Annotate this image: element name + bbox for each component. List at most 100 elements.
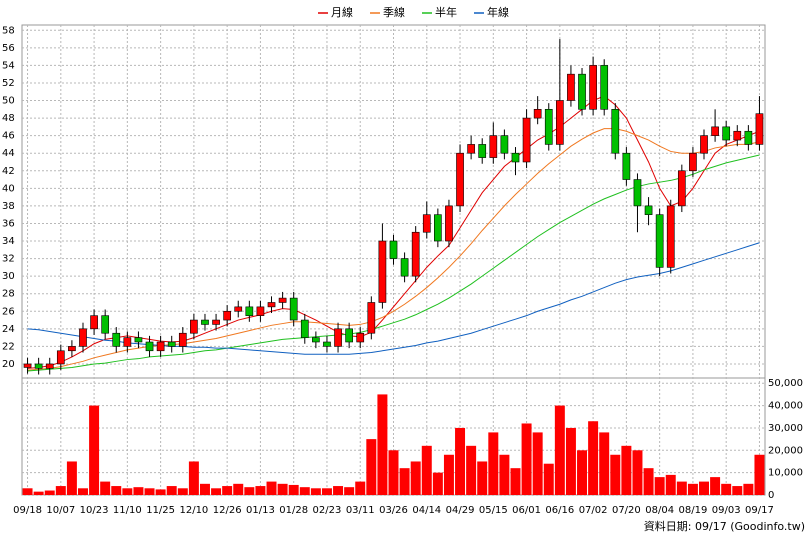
x-tick-label: 07/20: [612, 505, 641, 516]
volume-bar: [488, 432, 499, 495]
candle-body: [178, 332, 187, 347]
volume-bar: [455, 427, 466, 495]
y-tick-label: 44: [2, 148, 15, 159]
y-tick-label: 46: [2, 131, 15, 142]
candle-body: [522, 117, 531, 163]
volume-bar: [521, 423, 532, 495]
volume-bar: [443, 454, 454, 495]
candle-body: [400, 258, 409, 277]
x-tick-label: 09/18: [13, 505, 42, 516]
y-tick-label: 34: [2, 236, 15, 247]
x-tick-label: 07/02: [579, 505, 608, 516]
y-tick-label: 48: [2, 113, 15, 124]
candle-body: [478, 144, 487, 158]
y-tick-label: 52: [2, 78, 15, 89]
volume-bar: [355, 481, 366, 495]
volume-bar: [388, 450, 399, 495]
candle-body: [289, 297, 298, 321]
candle-body: [677, 170, 686, 207]
candle-body: [145, 341, 154, 352]
legend-label: 年線: [487, 5, 509, 19]
x-tick-label: 01/28: [279, 505, 308, 516]
y-tick-label: 20: [2, 359, 15, 370]
volume-bar: [632, 450, 643, 495]
candle-body: [633, 179, 642, 207]
volume-bar: [410, 461, 421, 495]
candle-body: [755, 113, 764, 145]
y-tick-label: 40: [2, 183, 15, 194]
x-tick-label: 10/23: [80, 505, 109, 516]
candle-body: [500, 135, 509, 154]
volume-bar: [577, 450, 588, 495]
volume-bar: [721, 483, 732, 495]
volume-bar: [22, 488, 33, 495]
x-tick-label: 05/15: [479, 505, 508, 516]
source-note: 資料日期: 09/17 (Goodinfo.tw): [644, 519, 805, 533]
volume-bar: [89, 405, 100, 495]
y2-tick-label: 20,000: [768, 445, 803, 456]
volume-bar: [144, 488, 155, 495]
volume-bar: [654, 477, 665, 495]
volume-bar: [188, 461, 199, 495]
candle-body: [156, 341, 165, 352]
volume-bar: [199, 483, 210, 495]
candle-body: [56, 350, 65, 365]
legend-label: 月線: [331, 5, 353, 19]
x-tick-label: 02/23: [313, 505, 342, 516]
candle-body: [533, 108, 542, 119]
candle-body: [666, 205, 675, 268]
y2-tick-label: 50,000: [768, 378, 803, 389]
candle-body: [700, 135, 708, 154]
y-tick-label: 58: [2, 25, 15, 36]
candle-body: [578, 73, 586, 110]
volume-bar: [299, 487, 310, 495]
candle-body: [489, 135, 498, 158]
volume-bar: [754, 454, 765, 495]
candle-body: [79, 328, 87, 347]
volume-bar: [55, 486, 66, 495]
x-tick-label: 12/10: [179, 505, 208, 516]
candle-body: [567, 73, 575, 101]
candle-body: [733, 130, 742, 141]
x-tick-label: 09/03: [712, 505, 741, 516]
x-tick-label: 11/10: [113, 505, 142, 516]
volume-bar: [177, 488, 188, 495]
candle-body: [555, 100, 564, 145]
candle-body: [711, 126, 719, 136]
volume-bar: [321, 488, 332, 495]
candle-body: [378, 240, 387, 303]
candle-body: [90, 315, 98, 330]
x-tick-label: 01/13: [246, 505, 275, 516]
candle-body: [689, 152, 697, 172]
volume-bar: [66, 461, 77, 495]
y-tick-label: 42: [2, 166, 15, 177]
volume-bar: [288, 484, 299, 495]
volume-bar: [554, 405, 565, 495]
volume-bar: [266, 481, 277, 495]
volume-bar: [277, 483, 288, 495]
candle-body: [422, 214, 431, 233]
candle-body: [45, 363, 54, 369]
y-tick-label: 32: [2, 254, 15, 265]
candle-body: [600, 65, 609, 110]
candle-body: [323, 341, 331, 347]
candle-body: [190, 319, 198, 334]
volume-bar: [78, 488, 88, 495]
candle-body: [278, 297, 287, 303]
volume-bar: [421, 445, 432, 495]
candle-body: [312, 337, 320, 343]
volume-bar: [111, 486, 122, 495]
x-tick-label: 06/16: [545, 505, 574, 516]
candle-body: [212, 319, 220, 325]
y-tick-label: 56: [2, 43, 15, 54]
volume-bar: [466, 445, 477, 495]
candle-body: [511, 152, 520, 163]
candle-body: [234, 306, 243, 312]
x-tick-label: 10/07: [46, 505, 75, 516]
x-tick-label: 03/26: [379, 505, 408, 516]
y-tick-label: 38: [2, 201, 15, 212]
candle-body: [655, 214, 664, 268]
candle-body: [722, 126, 731, 141]
